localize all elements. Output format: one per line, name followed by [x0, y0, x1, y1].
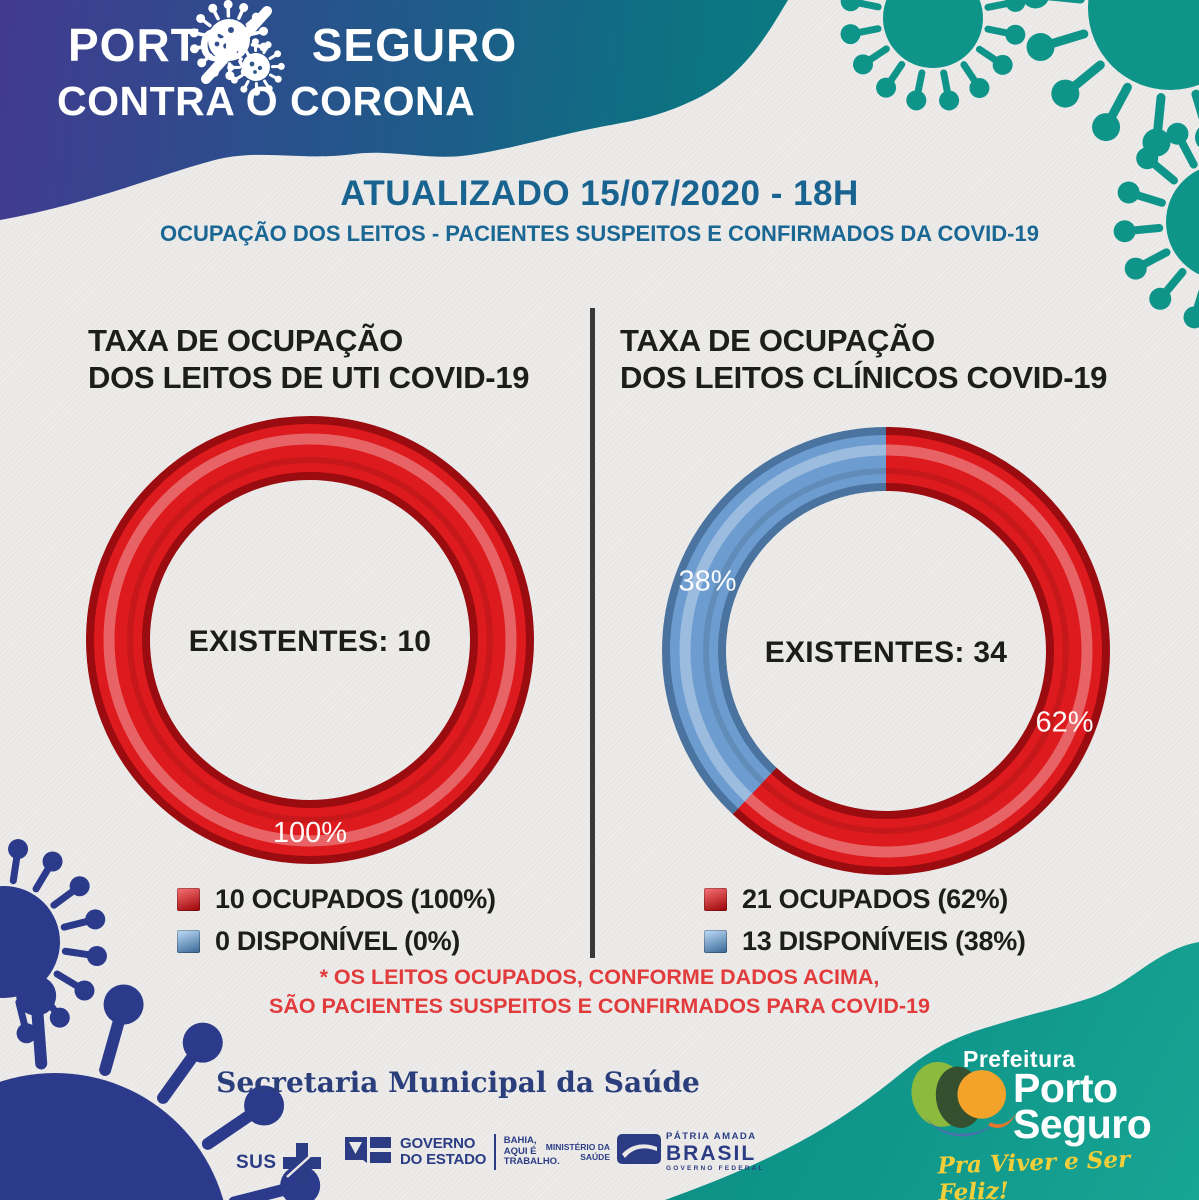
- virus-icon: [227, 38, 285, 96]
- virus-icon: [0, 975, 321, 1200]
- uti-donut-chart: 100% EXISTENTES: 10: [86, 416, 534, 864]
- prefeitura-label: Prefeitura: [963, 1046, 1076, 1072]
- legend-label: 21 OCUPADOS (62%): [742, 883, 1008, 914]
- sus-cross-icon: [282, 1143, 321, 1183]
- existing-beds-label: EXISTENTES: 34: [765, 636, 1008, 669]
- legend-item: 0 DISPONÍVEL (0%): [177, 920, 496, 962]
- clinicos-chart-title: TAXA DE OCUPAÇÃO DOS LEITOS CLÍNICOS COV…: [620, 323, 1108, 396]
- slice-percent-label: 100%: [273, 817, 347, 849]
- brasil-emblem-icon: [617, 1134, 661, 1164]
- governo-bahia-logo: GOVERNO DO ESTADO BAHIA, AQUI É TRABALHO…: [344, 1134, 560, 1170]
- slice-percent-label: 38%: [678, 565, 736, 597]
- city-slogan: Pra Viver e Ser Feliz!: [937, 1145, 1131, 1200]
- porto-seguro-leaf-logo: [911, 1061, 1017, 1137]
- uti-chart-title: TAXA DE OCUPAÇÃO DOS LEITOS DE UTI COVID…: [88, 323, 530, 396]
- sus-logo: SUS: [236, 1142, 322, 1184]
- patria-amada-brasil-logo: PÁTRIA AMADA BRASIL GOVERNO FEDERAL: [616, 1132, 765, 1172]
- bahia-flag-icon: [345, 1137, 391, 1163]
- existing-beds-label: EXISTENTES: 10: [189, 625, 432, 658]
- panel-divider: [590, 308, 595, 958]
- legend-item: 13 DISPONÍVEIS (38%): [704, 920, 1026, 962]
- clinicos-legend: 21 OCUPADOS (62%) 13 DISPONÍVEIS (38%): [704, 878, 1026, 962]
- bahia-tagline: BAHIA, AQUI É TRABALHO.: [503, 1134, 560, 1168]
- governo-estado-label: GOVERNO DO ESTADO: [400, 1135, 487, 1168]
- porto-seguro-wordmark: Porto Seguro: [1013, 1065, 1152, 1148]
- legend-label: 0 DISPONÍVEL (0%): [215, 925, 460, 956]
- virus-icon: [1022, 0, 1199, 157]
- legend-swatch-icon: [704, 887, 727, 911]
- legend-label: 10 OCUPADOS (100%): [215, 883, 496, 914]
- legend-item: 10 OCUPADOS (100%): [177, 878, 496, 920]
- patria-amada-label: PÁTRIA AMADA: [666, 1131, 757, 1142]
- slice-percent-label: 62%: [1035, 707, 1093, 739]
- brand-line2: CONTRA O CORONA: [57, 78, 476, 124]
- clinicos-donut-chart: 62% 38% EXISTENTES: 34: [662, 427, 1110, 875]
- legend-item: 21 OCUPADOS (62%): [704, 878, 1026, 920]
- governo-federal-label: GOVERNO FEDERAL: [666, 1164, 765, 1172]
- brand-line1: PORTO SEGURO: [68, 18, 517, 72]
- brand-porto: PORTO: [68, 19, 236, 71]
- page-subtitle: OCUPAÇÃO DOS LEITOS - PACIENTES SUSPEITO…: [160, 221, 1039, 246]
- virus-icon: [840, 0, 1026, 111]
- updated-title: ATUALIZADO 15/07/2020 - 18H: [340, 174, 859, 213]
- brand-seguro: SEGURO: [311, 19, 518, 71]
- footnote: * OS LEITOS OCUPADOS, CONFORME DADOS ACI…: [268, 965, 931, 1018]
- secretaria-label: Secretaria Municipal da Saúde: [216, 1066, 700, 1099]
- governo-separator: [494, 1134, 496, 1170]
- footer-logos: SUS GOVERNO DO ESTADO: [0, 1128, 800, 1188]
- legend-swatch-icon: [704, 929, 727, 953]
- ministerio-saude-label: MINISTÉRIO DA SAÚDE: [545, 1142, 610, 1163]
- legend-label: 13 DISPONÍVEIS (38%): [742, 925, 1026, 956]
- virus-icon: [1113, 122, 1199, 329]
- virus-icon: [0, 839, 107, 1044]
- legend-swatch-icon: [177, 887, 200, 911]
- uti-legend: 10 OCUPADOS (100%) 0 DISPONÍVEL (0%): [177, 878, 496, 962]
- percent-slash-icon: [201, 6, 272, 84]
- brasil-label: BRASIL: [666, 1141, 757, 1165]
- legend-swatch-icon: [177, 929, 200, 953]
- brand-logo: PORTO SEGURO CONTRA O CORONA: [57, 18, 517, 125]
